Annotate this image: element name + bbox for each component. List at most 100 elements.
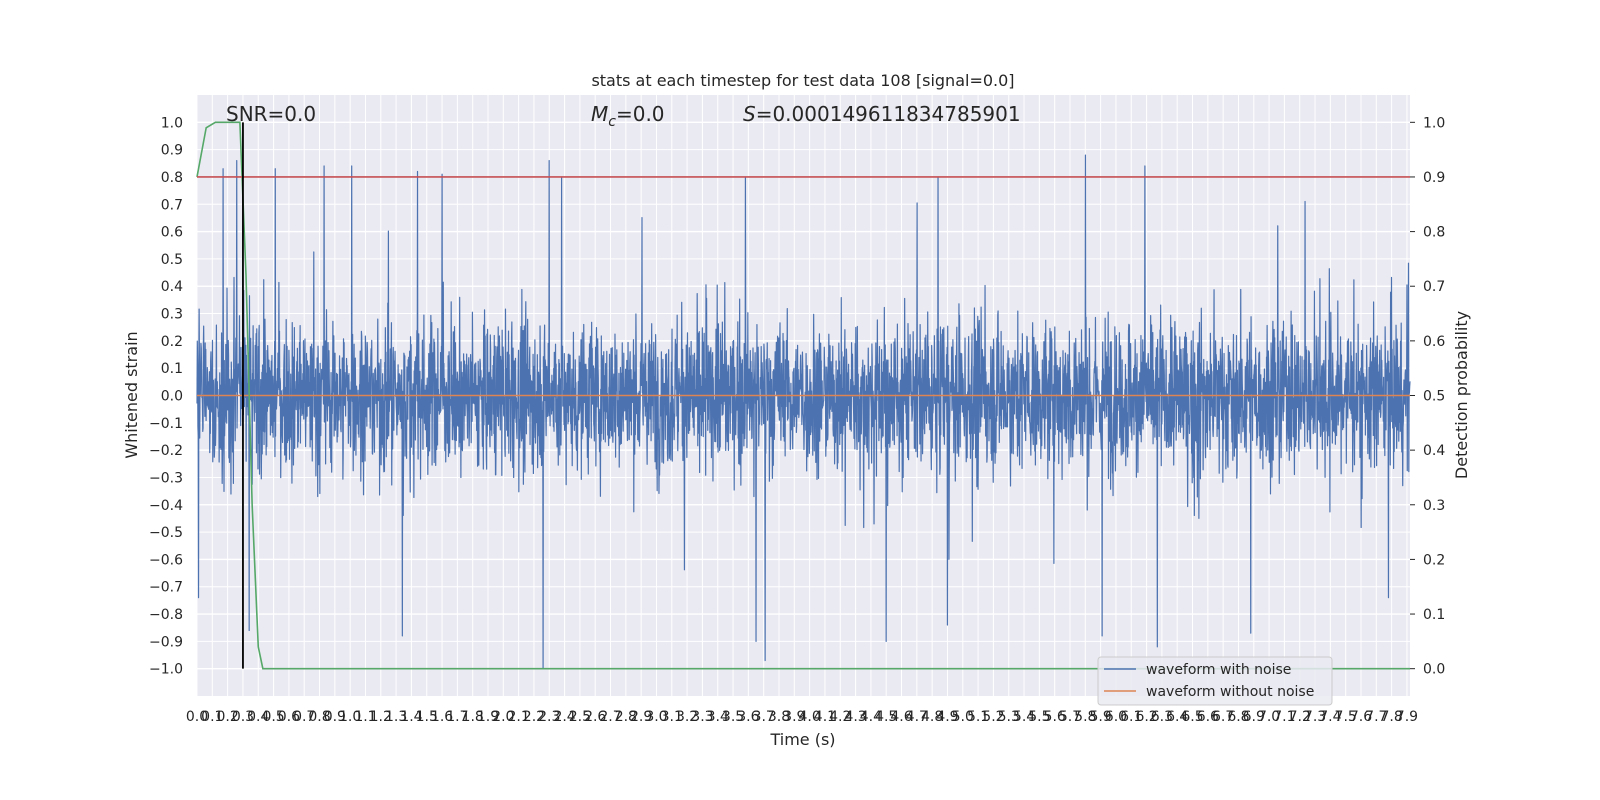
x-tick-label: 7.9: [1396, 709, 1418, 725]
tick-labels: 0.00.10.20.30.40.50.60.70.80.91.01.11.21…: [149, 115, 1445, 725]
x-tick-label: 0.6: [278, 709, 300, 725]
x-tick-label: 0.3: [232, 709, 254, 725]
x-tick-label: 2.7: [599, 709, 621, 725]
x-tick-label: 3.0: [645, 709, 667, 725]
x-tick-label: 5.1: [967, 709, 989, 725]
x-tick-label: 7.7: [1365, 709, 1387, 725]
y-tick-label-right: 0.9: [1423, 170, 1445, 186]
x-tick-label: 6.6: [1197, 709, 1219, 725]
x-tick-label: 2.3: [538, 709, 560, 725]
x-tick-label: 5.3: [998, 709, 1020, 725]
chirp-mass-annotation: Mc=0.0: [591, 102, 665, 130]
x-tick-label: 5.7: [1059, 709, 1081, 725]
snr-annotation: SNR=0.0: [226, 102, 316, 126]
x-tick-label: 0.4: [247, 709, 269, 725]
x-tick-label: 3.6: [737, 709, 759, 725]
x-tick-label: 7.4: [1319, 709, 1341, 725]
y-tick-label-left: 0.8: [161, 170, 183, 186]
x-tick-label: 0.1: [201, 709, 223, 725]
y-tick-label-right: 0.1: [1423, 607, 1445, 623]
x-tick-label: 0.9: [324, 709, 346, 725]
x-tick-label: 2.9: [630, 709, 652, 725]
x-tick-label: 7.1: [1273, 709, 1295, 725]
x-tick-label: 7.3: [1304, 709, 1326, 725]
chirp-mass-value: =0.0: [616, 102, 665, 126]
x-tick-label: 6.7: [1212, 709, 1234, 725]
x-tick-label: 2.4: [553, 709, 575, 725]
y-tick-label-left: 0.9: [161, 143, 183, 159]
y-tick-label-left: 0.0: [161, 389, 183, 405]
x-tick-label: 1.9: [477, 709, 499, 725]
y-tick-label-right: 0.2: [1423, 552, 1445, 568]
x-tick-label: 1.8: [462, 709, 484, 725]
y-tick-label-left: −0.9: [149, 634, 183, 650]
x-tick-label: 6.2: [1135, 709, 1157, 725]
x-tick-label: 4.7: [906, 709, 928, 725]
y-tick-label-left: 0.6: [161, 225, 183, 241]
y-axis-label-right: Detection probability: [1452, 311, 1471, 479]
x-tick-label: 4.6: [890, 709, 912, 725]
y-tick-label-right: 0.7: [1423, 279, 1445, 295]
legend: waveform with noise waveform without noi…: [1097, 656, 1333, 706]
x-tick-label: 4.3: [844, 709, 866, 725]
y-tick-label-left: −0.7: [149, 580, 183, 596]
y-tick-label-left: −0.6: [149, 552, 183, 568]
y-tick-label-left: 0.3: [161, 307, 183, 323]
y-tick-label-left: −0.5: [149, 525, 183, 541]
x-tick-label: 4.1: [814, 709, 836, 725]
x-tick-label: 4.2: [829, 709, 851, 725]
x-tick-label: 4.5: [875, 709, 897, 725]
x-tick-label: 1.2: [370, 709, 392, 725]
legend-label-waveform-without-noise: waveform without noise: [1146, 684, 1314, 700]
x-tick-label: 1.5: [416, 709, 438, 725]
x-tick-label: 0.8: [308, 709, 330, 725]
x-tick-label: 6.4: [1166, 709, 1188, 725]
x-tick-label: 6.5: [1181, 709, 1203, 725]
y-tick-label-right: 1.0: [1423, 115, 1445, 131]
x-tick-label: 5.4: [1013, 709, 1035, 725]
y-tick-label-left: −1.0: [149, 662, 183, 678]
x-tick-label: 1.1: [354, 709, 376, 725]
x-tick-label: 1.6: [431, 709, 453, 725]
x-tick-label: 7.2: [1289, 709, 1311, 725]
x-tick-label: 2.1: [507, 709, 529, 725]
x-tick-label: 5.9: [1089, 709, 1111, 725]
y-tick-label-right: 0.5: [1423, 389, 1445, 405]
x-tick-label: 1.0: [339, 709, 361, 725]
x-tick-label: 6.3: [1151, 709, 1173, 725]
y-tick-label-right: 0.8: [1423, 225, 1445, 241]
s-annotation: S=0.000149611834785901: [743, 102, 1021, 126]
x-tick-label: 7.6: [1350, 709, 1372, 725]
x-tick-label: 3.7: [753, 709, 775, 725]
s-symbol: S: [743, 102, 756, 126]
y-tick-label-right: 0.6: [1423, 334, 1445, 350]
y-tick-label-left: −0.1: [149, 416, 183, 432]
x-tick-label: 7.0: [1258, 709, 1280, 725]
x-tick-label: 5.0: [952, 709, 974, 725]
x-tick-label: 2.6: [584, 709, 606, 725]
y-axis-label-left: Whitened strain: [122, 331, 141, 458]
chirp-mass-subscript: c: [608, 114, 616, 130]
x-tick-label: 0.7: [293, 709, 315, 725]
x-tick-label: 6.9: [1243, 709, 1265, 725]
x-tick-label: 1.4: [400, 709, 422, 725]
y-tick-label-left: 0.7: [161, 197, 183, 213]
x-tick-label: 3.9: [783, 709, 805, 725]
x-tick-label: 1.7: [446, 709, 468, 725]
x-tick-label: 3.1: [661, 709, 683, 725]
legend-label-waveform-with-noise: waveform with noise: [1146, 662, 1291, 678]
x-tick-label: 4.4: [860, 709, 882, 725]
x-axis-label: Time (s): [769, 730, 835, 749]
x-tick-label: 2.2: [523, 709, 545, 725]
chart-marks: [196, 121, 1411, 670]
y-tick-label-left: 1.0: [161, 115, 183, 131]
x-tick-label: 2.8: [615, 709, 637, 725]
y-tick-label-left: −0.2: [149, 443, 183, 459]
x-tick-label: 4.8: [921, 709, 943, 725]
s-value: =0.000149611834785901: [756, 102, 1021, 126]
x-tick-label: 3.2: [676, 709, 698, 725]
x-tick-label: 5.2: [982, 709, 1004, 725]
y-tick-label-right: 0.3: [1423, 498, 1445, 514]
x-tick-label: 0.0: [186, 709, 208, 725]
